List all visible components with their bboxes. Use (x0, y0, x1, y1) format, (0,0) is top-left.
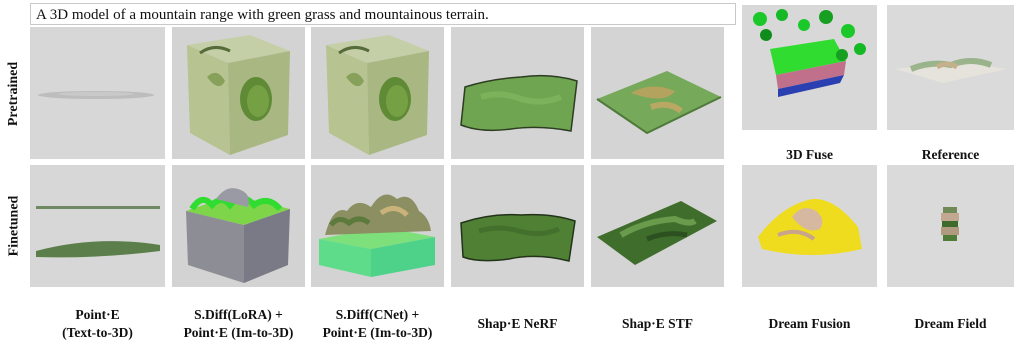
caption-method-3: S.Diff(CNet) + Point·E (Im-to-3D) (302, 306, 453, 342)
dream-fusion-render (742, 165, 877, 287)
caption-method-1: Point·E (Text-to-3D) (30, 306, 165, 342)
caption-method-2: S.Diff(LoRA) + Point·E (Im-to-3D) (162, 306, 315, 342)
caption-dream-field: Dream Field (914, 316, 987, 331)
shape-nerf-finetuned-render (451, 165, 584, 287)
row-label-pretrained: Pretrained (2, 30, 26, 157)
shape-nerf-pretrained-render (451, 27, 584, 159)
caption-method-2-line2: Point·E (Im-to-3D) (183, 325, 294, 340)
caption-method-3-line1: S.Diff(CNet) + (335, 307, 420, 322)
caption-reference: Reference (921, 147, 980, 162)
sdiff-lora-pretrained-render (172, 27, 305, 159)
sdiff-cnet-pretrained-render (311, 27, 444, 159)
row-label-pretrained-text: Pretrained (6, 61, 21, 126)
caption-method-5: Shap·E STF (622, 316, 693, 331)
caption-method-1-line2: (Text-to-3D) (62, 325, 133, 340)
3d-fuse-render (742, 5, 877, 130)
caption-method-4: Shap·E NeRF (477, 316, 558, 331)
shape-stf-pretrained-render (591, 27, 724, 159)
sdiff-cnet-finetuned-render (311, 165, 444, 287)
caption-dream-fusion: Dream Fusion (768, 316, 851, 331)
shape-stf-finetuned-render (591, 165, 724, 287)
caption-method-1-line1: Point·E (75, 307, 120, 322)
reference-render (887, 5, 1014, 130)
pointe-pretrained-render (30, 27, 165, 159)
prompt-caption: A 3D model of a mountain range with gree… (30, 3, 736, 25)
caption-method-3-line2: Point·E (Im-to-3D) (322, 325, 433, 340)
row-label-finetuned: Finetuned (2, 165, 26, 287)
caption-3d-fuse: 3D Fuse (786, 147, 833, 162)
pointe-finetuned-render (30, 165, 165, 287)
row-label-finetuned-text: Finetuned (6, 195, 21, 257)
sdiff-lora-finetuned-render (172, 165, 305, 287)
caption-method-2-line1: S.Diff(LoRA) + (194, 307, 283, 322)
dream-field-render (887, 165, 1014, 287)
